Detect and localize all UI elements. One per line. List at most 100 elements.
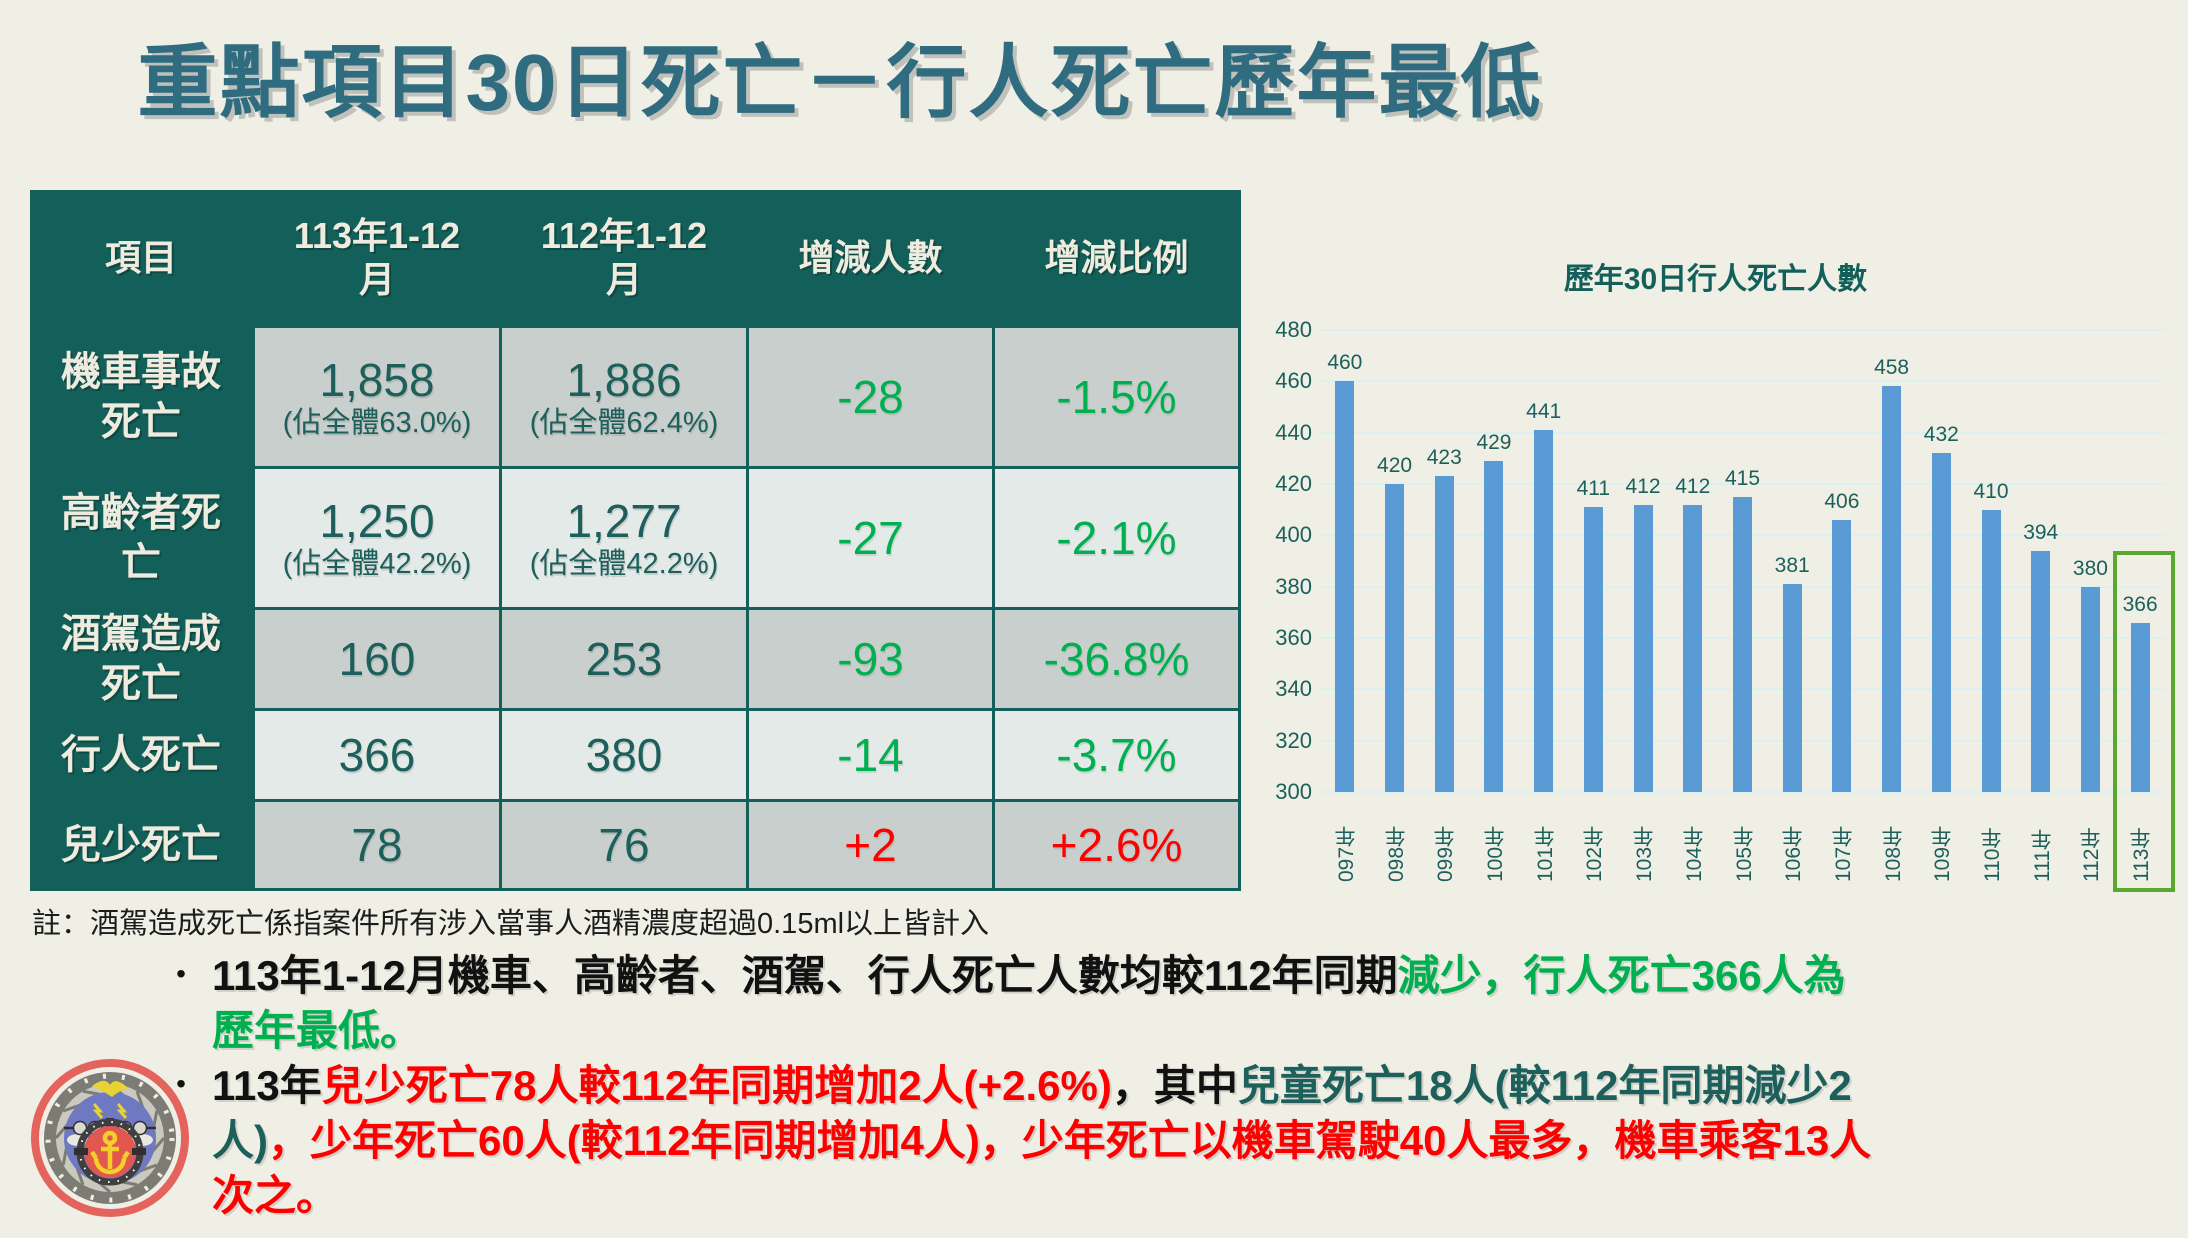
bullet-marker: • [176, 1068, 186, 1099]
diff-percent: -1.5% [995, 328, 1238, 466]
bullet-line: 次之。 [212, 1168, 1871, 1223]
chart-bar-value: 380 [2072, 556, 2108, 580]
chart-y-tick: 380 [1275, 573, 1312, 599]
chart-y-tick: 440 [1275, 419, 1312, 445]
table-cell: 76 [502, 802, 746, 888]
chart-bar-value: 423 [1426, 446, 1462, 470]
diff-percent: -2.1% [995, 469, 1238, 607]
bullet-line: 人)，少年死亡60人(較112年同期增加4人)，少年死亡以機車駕駛40人最多，機… [212, 1113, 1871, 1168]
bullet-span: 兒童死亡18人(較112年同期減少2 [1237, 1062, 1852, 1109]
chart-bar-value: 410 [1973, 479, 2009, 503]
chart-bar-value: 429 [1476, 430, 1512, 454]
value-112: 1,277 [566, 494, 682, 547]
bullet-line: 113年1-12月機車、高齡者、酒駕、行人死亡人數均較112年同期減少，行人死亡… [212, 948, 1846, 1003]
row-label-child-youth-deaths: 兒少死亡 [30, 802, 252, 888]
chart-bar-value: 412 [1675, 474, 1711, 498]
chart-y-tick: 420 [1275, 471, 1312, 496]
diff-count: -14 [749, 711, 992, 799]
value-112-share: (佔全體42.2%) [529, 547, 719, 580]
diff-count: -93 [749, 610, 992, 708]
row-label-pedestrian-deaths: 行人死亡 [30, 711, 252, 799]
bullet-line: 113年兒少死亡78人較112年同期增加2人(+2.6%)，其中兒童死亡18人(… [212, 1058, 1871, 1113]
col-header-113: 113年1-12月 [255, 190, 499, 325]
chart-bar-value: 381 [1774, 554, 1810, 578]
chart-bar-value: 420 [1377, 454, 1413, 477]
chart-bar [1583, 507, 1603, 792]
bullet-span: 113年 [212, 1062, 322, 1109]
footnote: 註：酒駕造成死亡係指案件所有涉入當事人酒精濃度超過0.15ml以上皆計入 [32, 908, 990, 940]
table-cell: 1,250 (佔全體42.2%) [255, 469, 499, 607]
chart-title: 歷年30日行人死亡人數 [1563, 263, 1868, 296]
chart-bar-value: 432 [1923, 423, 1959, 447]
col-header-diff: 增減人數 [749, 190, 992, 325]
col-header-pct: 增減比例 [995, 190, 1238, 325]
chart-x-tick: 098年 [1384, 825, 1408, 882]
chart-bar [1335, 381, 1355, 792]
bullet-span: 歷年最低。 [212, 1007, 423, 1054]
bullet-item: • 113年1-12月機車、高齡者、酒駕、行人死亡人數均較112年同期減少，行人死… [150, 948, 2170, 1058]
chart-x-tick: 100年 [1483, 825, 1507, 882]
chart-bar-value: 460 [1327, 351, 1363, 375]
chart-x-tick: 099年 [1434, 825, 1458, 882]
chart-gridline [1320, 329, 2165, 331]
key-items-table: 項目 113年1-12月 112年1-12月 增減人數 增減比例 機車事故死亡 … [30, 190, 1241, 891]
chart-gridline [1320, 431, 2165, 434]
pedestrian-chart-plot: 300 320 340 360 380 400 420 440 460 480 460 097年 420… [1275, 317, 2176, 892]
lightning-bolts [92, 1103, 128, 1119]
value-113-share: (佔全體63.0%) [282, 406, 472, 439]
chart-y-tick: 480 [1275, 317, 1312, 342]
chart-bar [1832, 519, 1852, 792]
col-header-112: 112年1-12月 [502, 190, 746, 325]
chart-bar [1931, 453, 1951, 792]
chart-gridline [1320, 791, 2165, 793]
chart-bar [1484, 460, 1504, 792]
chart-x-tick: 111年 [2030, 829, 2054, 882]
chart-y-tick: 360 [1275, 625, 1312, 650]
chart-bar-value: 458 [1874, 356, 1910, 380]
chart-bar-value: 366 [2122, 592, 2158, 616]
chart-x-tick: 103年 [1633, 825, 1657, 882]
chart-y-tick: 340 [1275, 676, 1312, 702]
chart-gridline [1320, 380, 2165, 383]
bullet-marker: • [176, 958, 186, 989]
chart-bar [1633, 504, 1653, 792]
table-cell: 253 [502, 610, 746, 708]
chart-y-tick: 400 [1275, 522, 1312, 548]
value-112-share: (佔全體62.4%) [529, 406, 719, 439]
bird-icon [92, 1080, 128, 1097]
row-label-motorcycle-deaths: 機車事故死亡 [30, 328, 252, 466]
bullet-span: ，少年死亡60人(較112年同期增加4人)，少年死亡以機車駕駛40人最多，機車乘… [268, 1117, 1872, 1164]
table-cell: 380 [502, 711, 746, 799]
chart-bar [2031, 550, 2051, 792]
row-label-dui-deaths: 酒駕造成死亡 [30, 610, 252, 708]
table-cell: 78 [255, 802, 499, 888]
chart-x-tick: 109年 [1931, 825, 1955, 882]
chart-bar-value: 394 [2023, 520, 2059, 544]
bullet-line: 歷年最低。 [212, 1003, 1846, 1058]
chart-x-tick: 104年 [1682, 825, 1706, 882]
anchor-icon [90, 1130, 130, 1175]
chart-x-tick: 107年 [1831, 825, 1855, 882]
chart-x-tick: 112年 [2080, 827, 2104, 882]
chart-bar-value: 411 [1576, 477, 1611, 501]
chart-y-tick: 320 [1275, 727, 1312, 753]
diff-percent: -3.7% [995, 711, 1238, 799]
chart-bar-value: 415 [1724, 466, 1761, 490]
bullet-span: 次之。 [212, 1172, 339, 1219]
row-label-elderly-deaths: 高齡者死亡 [30, 469, 252, 607]
chart-bar-value: 406 [1824, 489, 1860, 513]
bullet-text: 113年1-12月機車、高齡者、酒駕、行人死亡人數均較112年同期減少，行人死亡… [212, 948, 1846, 1058]
table-cell: 1,886 (佔全體62.4%) [502, 328, 746, 466]
col-header-item: 項目 [30, 190, 252, 325]
bullet-span: 113年1-12月機車、高齡者、酒駕、行人死亡人數均較112年同期 [212, 952, 1398, 999]
value-113: 1,250 [319, 494, 435, 547]
chart-bar [1683, 504, 1703, 792]
table-cell: 366 [255, 711, 499, 799]
chart-y-tick: 460 [1275, 368, 1312, 394]
chart-bar-value: 441 [1526, 400, 1562, 424]
chart-x-tick: 110年 [1981, 827, 2005, 882]
bullet-span: 人) [212, 1117, 268, 1164]
chart-bar [1981, 509, 2001, 792]
chart-bar [1534, 430, 1554, 792]
